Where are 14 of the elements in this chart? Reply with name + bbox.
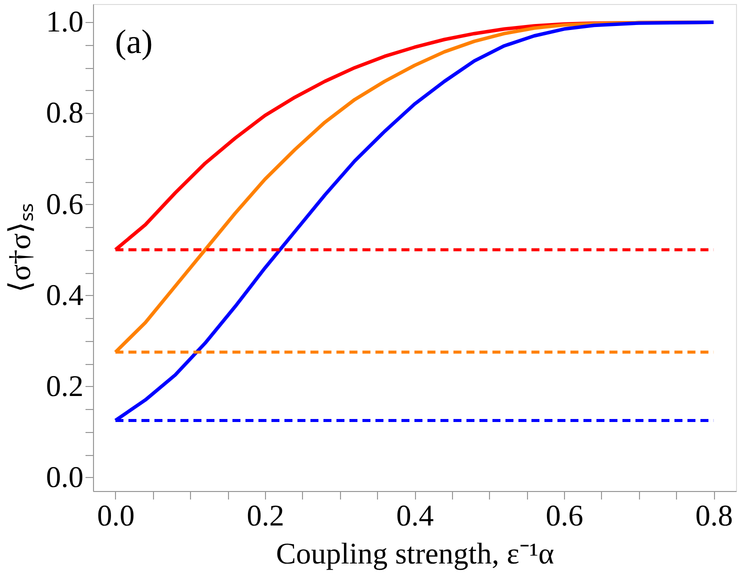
x-tick-label: 0.0 bbox=[97, 500, 135, 532]
x-axis-title: Coupling strength, ε⁻¹α bbox=[276, 538, 554, 570]
y-axis-title: ⟨σ†σ⟩ₛₛ bbox=[4, 203, 37, 293]
y-tick-label: 1.0 bbox=[46, 6, 84, 39]
x-tick-label: 0.6 bbox=[546, 500, 584, 532]
y-tick-label: 0.2 bbox=[46, 370, 84, 403]
y-tick-label: 0.0 bbox=[46, 460, 84, 494]
x-tick-label: 0.2 bbox=[246, 500, 284, 532]
x-tick-label: 0.4 bbox=[396, 500, 434, 532]
y-tick-label: 0.4 bbox=[46, 278, 84, 312]
x-tick-label: 0.8 bbox=[695, 500, 733, 532]
y-tick-label: 0.6 bbox=[46, 188, 84, 221]
y-tick-label: 0.8 bbox=[46, 96, 84, 130]
annotation: (a) bbox=[115, 24, 153, 61]
